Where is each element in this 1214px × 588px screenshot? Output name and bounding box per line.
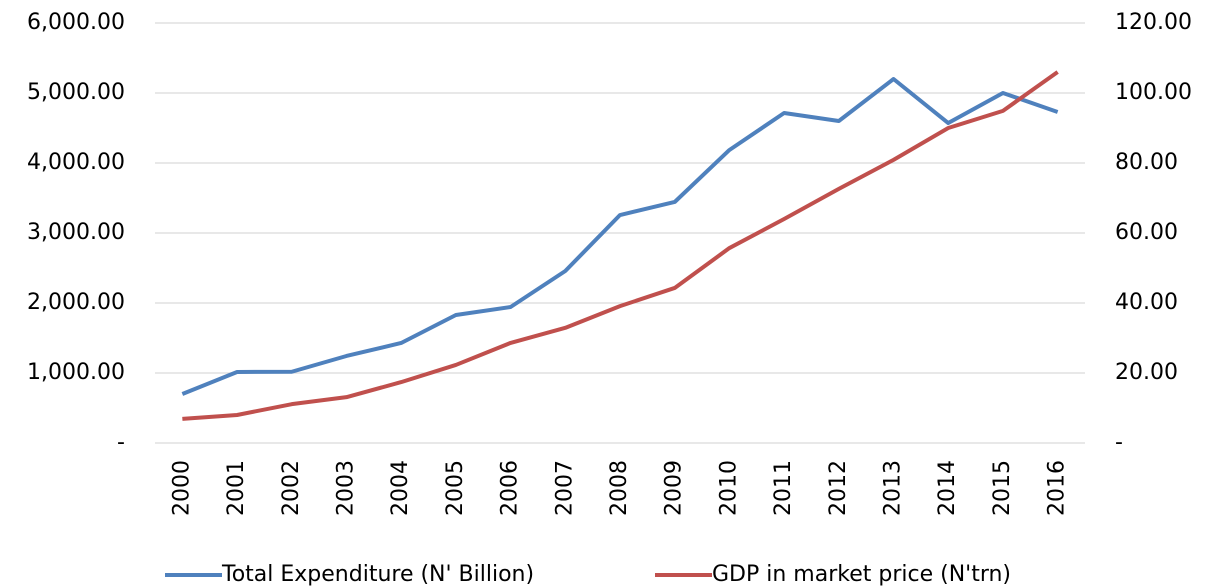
x-tick-label: 2003 xyxy=(333,460,358,516)
x-tick-label: 2009 xyxy=(662,460,687,516)
y2-tick-label: 100.00 xyxy=(1115,80,1192,105)
y2-tick-label: - xyxy=(1115,430,1123,455)
y2-tick-label: 20.00 xyxy=(1115,360,1178,385)
x-tick-label: 2004 xyxy=(388,460,413,516)
x-tick-label: 2002 xyxy=(279,460,304,516)
legend-label: Total Expenditure (N' Billion) xyxy=(221,562,534,587)
x-tick-label: 2001 xyxy=(224,460,249,516)
x-tick-label: 2013 xyxy=(881,460,906,516)
y-tick-label: 6,000.00 xyxy=(27,10,125,35)
x-tick-label: 2006 xyxy=(498,460,523,516)
series-line xyxy=(181,77,1059,396)
series-line xyxy=(182,70,1059,421)
y2-tick-label: 120.00 xyxy=(1115,10,1192,35)
x-tick-label: 2011 xyxy=(771,460,796,516)
x-tick-label: 2008 xyxy=(607,460,632,516)
x-tick-label: 2010 xyxy=(716,460,741,516)
x-tick-label: 2016 xyxy=(1045,460,1070,516)
x-tick-label: 2005 xyxy=(443,460,468,516)
x-tick-label: 2000 xyxy=(169,460,194,516)
x-tick-label: 2015 xyxy=(990,460,1015,516)
y-tick-label: 3,000.00 xyxy=(27,220,125,245)
legend-label: GDP in market price (N'trn) xyxy=(712,562,1011,587)
y2-tick-label: 80.00 xyxy=(1115,150,1178,175)
y-tick-label: 5,000.00 xyxy=(27,80,125,105)
y-tick-label: 4,000.00 xyxy=(27,150,125,175)
x-tick-label: 2007 xyxy=(552,460,577,516)
y2-tick-label: 40.00 xyxy=(1115,290,1178,315)
x-tick-label: 2014 xyxy=(935,460,960,516)
y-tick-label: 1,000.00 xyxy=(27,360,125,385)
y-tick-label: - xyxy=(117,430,125,455)
x-tick-label: 2012 xyxy=(826,460,851,516)
y2-tick-label: 60.00 xyxy=(1115,220,1178,245)
y-tick-label: 2,000.00 xyxy=(27,290,125,315)
